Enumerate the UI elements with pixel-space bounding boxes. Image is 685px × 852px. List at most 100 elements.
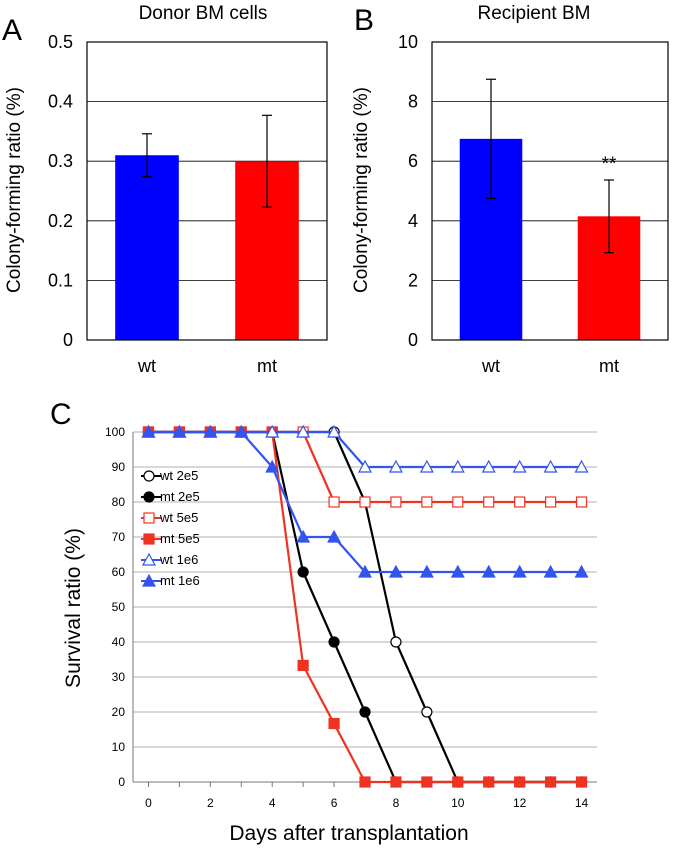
point-wt-5e5 [421, 496, 433, 508]
panel-c-ytick-label: 80 [112, 495, 126, 509]
panelA-ytick-label: 0.4 [48, 92, 73, 112]
panel-c-letter: C [50, 398, 72, 431]
panel-c-ytick-label: 50 [112, 600, 126, 614]
point-mt-1e6 [203, 424, 218, 438]
panelA-category-label-mt: mt [257, 356, 277, 376]
panelB-ytick-label: 2 [408, 270, 418, 290]
panel-c-ytick-label: 0 [118, 775, 125, 789]
point-mt-1e6 [141, 424, 156, 438]
panelB-ytick-label: 8 [408, 92, 418, 112]
legend-label-mt-1e6: mt 1e6 [160, 573, 200, 588]
point-mt-1e6 [481, 564, 496, 578]
panel-c-ytick-label: 40 [112, 635, 126, 649]
point-mt-1e6 [512, 564, 527, 578]
point-mt-5e5 [483, 776, 495, 788]
point-wt-1e6 [357, 459, 373, 473]
legend-item-wt-5e5: wt 5e5 [141, 510, 198, 525]
point-mt-1e6 [265, 459, 280, 473]
panelA-ytick-label: 0.5 [48, 32, 73, 52]
panel-c-xtick-label: 4 [269, 796, 276, 810]
point-wt-5e5 [544, 496, 557, 508]
point-wt-2e5 [421, 706, 433, 718]
legend-marker-mt-2e5 [143, 491, 155, 503]
point-wt-5e5 [575, 496, 588, 508]
point-wt-5e5 [359, 496, 371, 508]
panel-c-xtick-label: 2 [207, 796, 214, 810]
point-wt-1e6 [388, 459, 403, 473]
panel-c-ytick-label: 20 [112, 705, 126, 719]
panel-b-plot-frame [431, 41, 669, 341]
legend-item-mt-1e6: mt 1e6 [141, 573, 200, 588]
legend-marker-mt-5e5 [143, 533, 155, 545]
point-mt-5e5 [297, 659, 309, 672]
point-mt-2e5 [328, 636, 340, 648]
panel-c-xtick-label: 14 [575, 796, 589, 810]
point-wt-1e6 [265, 424, 280, 438]
point-mt-5e5 [514, 776, 526, 788]
point-mt-1e6 [296, 529, 311, 543]
point-wt-1e6 [450, 459, 465, 473]
point-mt-1e6 [543, 564, 558, 578]
panel-b: B Recipient BM Colony-forming ratio (%) … [351, 3, 669, 376]
point-mt-1e6 [172, 424, 187, 438]
panel-c-ylabel: Survival ratio (%) [62, 528, 85, 688]
point-wt-5e5 [328, 496, 340, 508]
panelA-ytick-label: 0.3 [48, 151, 73, 171]
point-mt-1e6 [574, 564, 589, 578]
panelB-ytick-label: 4 [408, 211, 418, 231]
point-mt-2e5 [359, 706, 371, 718]
point-wt-5e5 [514, 496, 526, 508]
legend-marker-wt-5e5 [143, 512, 155, 524]
point-wt-1e6 [543, 459, 558, 473]
legend-label-mt-5e5: mt 5e5 [160, 531, 200, 546]
legend-marker-wt-2e5 [143, 470, 155, 482]
point-mt-1e6 [234, 424, 249, 438]
point-mt-5e5 [421, 776, 433, 788]
point-wt-2e5 [390, 636, 402, 648]
point-wt-1e6 [481, 459, 496, 473]
point-mt-1e6 [419, 564, 434, 578]
panelB-ytick-label: 0 [408, 330, 418, 350]
panel-a-letter: A [2, 14, 22, 47]
point-mt-5e5 [328, 717, 340, 730]
panel-b-letter: B [354, 4, 374, 37]
legend-marker-wt-1e6 [141, 552, 157, 566]
point-mt-5e5 [575, 776, 588, 788]
point-wt-5e5 [483, 496, 495, 508]
legend-marker-mt-1e6 [141, 573, 157, 587]
point-wt-5e5 [390, 496, 402, 508]
panel-a: A Donor BM cells Colony-forming ratio (%… [2, 3, 328, 376]
point-wt-1e6 [512, 459, 527, 473]
legend-item-wt-1e6: wt 1e6 [141, 552, 198, 567]
legend-label-mt-2e5: mt 2e5 [160, 489, 200, 504]
point-mt-1e6 [388, 564, 403, 578]
point-wt-1e6 [296, 424, 311, 438]
point-wt-1e6 [327, 424, 342, 438]
panel-c-ytick-label: 100 [105, 425, 125, 439]
panelA-ytick-label: 0.2 [48, 211, 73, 231]
panel-c-xtick-label: 12 [513, 796, 527, 810]
legend-item-mt-2e5: mt 2e5 [141, 489, 200, 504]
legend-item-wt-2e5: wt 2e5 [141, 468, 198, 483]
panel-c-xtick-label: 8 [393, 796, 400, 810]
panelB-ytick-label: 10 [398, 32, 418, 52]
series-mt-1e6 [141, 424, 589, 578]
legend-item-mt-5e5: mt 5e5 [141, 531, 200, 546]
panel-a-title: Donor BM cells [139, 3, 268, 24]
point-mt-2e5 [297, 566, 309, 578]
legend-label-wt-2e5: wt 2e5 [159, 468, 198, 483]
panelA-category-label-wt: wt [137, 356, 156, 376]
panel-c-xlabel: Days after transplantation [229, 822, 468, 845]
significance-annotation: ** [602, 154, 617, 175]
panel-c-xtick-label: 10 [451, 796, 465, 810]
panel-c-xtick-label: 6 [331, 796, 338, 810]
point-mt-5e5 [390, 776, 402, 788]
point-wt-1e6 [419, 459, 434, 473]
panel-c-ytick-label: 60 [112, 565, 126, 579]
panelA-ytick-label: 0 [63, 330, 73, 350]
point-mt-1e6 [357, 564, 373, 578]
point-mt-5e5 [452, 776, 464, 788]
panelB-category-label-mt: mt [599, 356, 619, 376]
legend-label-wt-1e6: wt 1e6 [159, 552, 198, 567]
panelB-category-label-wt: wt [481, 356, 500, 376]
